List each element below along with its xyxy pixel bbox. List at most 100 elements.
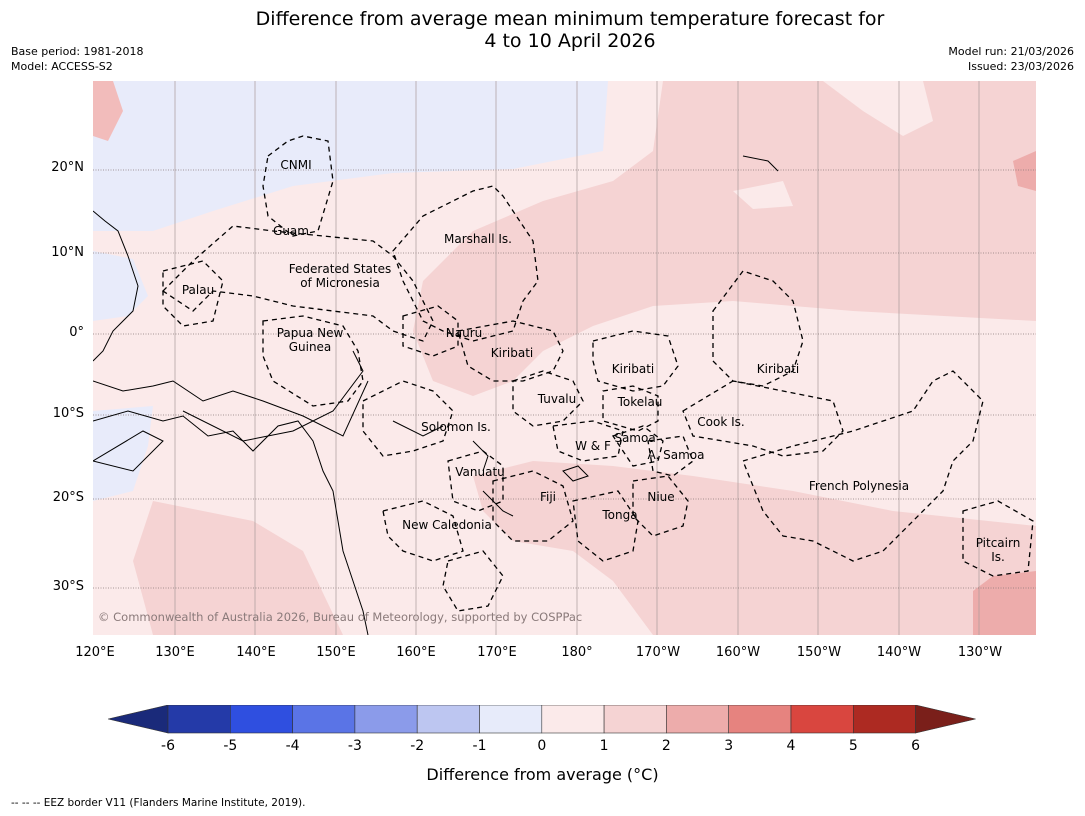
place-guam: Guam	[273, 224, 309, 238]
colorbar-under-arrow	[108, 705, 169, 734]
footnote: -- -- -- EEZ border V11 (Flanders Marine…	[11, 797, 306, 809]
colorbar-tick-label: -2	[410, 738, 425, 754]
hawaii-islands	[742, 155, 779, 172]
colorbar-tick-label: 4	[786, 738, 796, 754]
colorbar-segment	[416, 705, 480, 734]
eez-newcal	[382, 500, 464, 562]
place-marshall: Marshall Is.	[444, 232, 512, 246]
colorbar-over-arrow	[915, 705, 976, 734]
solomon-islands	[392, 420, 444, 437]
lon-label-150w: 150°W	[796, 645, 842, 660]
place-fiji: Fiji	[539, 490, 557, 504]
lat-label-0: 0°	[69, 325, 84, 340]
place-a-samoa: A. Samoa	[647, 448, 705, 462]
place-pitcairn: Pitcairn Is.	[976, 536, 1021, 564]
place-png-line2: Guinea	[288, 340, 332, 354]
place-new-caledonia: New Caledonia	[402, 518, 492, 532]
eez-french-polynesia	[742, 370, 984, 562]
colorbar-tick-label: -3	[347, 738, 362, 754]
australia-coast	[93, 410, 369, 635]
colorbar-segment	[230, 705, 293, 734]
eez-palau	[162, 260, 224, 327]
vanuatu-islands	[472, 440, 489, 472]
anomaly-2-3-nw	[93, 81, 123, 141]
place-vanuatu: Vanuatu	[455, 465, 505, 479]
colorbar-segment	[852, 705, 916, 734]
map-layers	[93, 81, 1036, 635]
eez-tonga	[572, 490, 639, 562]
place-kiribati-central: Kiribati	[611, 362, 655, 376]
model-name: Model: ACCESS-S2	[11, 60, 113, 73]
lon-label-140w: 140°W	[876, 645, 922, 660]
place-palau: Palau	[181, 283, 215, 297]
eez-a-samoa	[647, 435, 694, 477]
title-line-2: 4 to 10 April 2026	[484, 30, 656, 52]
place-fsm: Federated States of Micronesia	[289, 262, 391, 290]
place-wf: W & F	[575, 439, 611, 453]
place-kiribati-west: Kiribati	[490, 346, 534, 360]
meta-right: Model run: 21/03/2026 Issued: 23/03/2026	[948, 44, 1074, 74]
colorbar-segment	[790, 705, 854, 734]
lon-label-160e: 160°E	[396, 645, 436, 660]
colorbar-tick-label: -1	[472, 738, 487, 754]
place-pitcairn-line2: Is.	[991, 550, 1005, 564]
anomaly-cool-australia	[93, 406, 153, 501]
lon-label-120e: 120°E	[75, 645, 115, 660]
colorbar-tick-label: 0	[537, 738, 547, 754]
meta-left: Base period: 1981-2018 Model: ACCESS-S2	[11, 44, 143, 74]
eez-marshall	[392, 185, 539, 342]
place-tonga: Tonga	[602, 508, 638, 522]
colorbar-tick-label: -6	[161, 738, 175, 754]
coastlines	[93, 155, 779, 635]
colorbar-segment	[541, 705, 605, 734]
colorbar-tick-label: 3	[724, 738, 734, 754]
eez-png	[262, 315, 364, 407]
anomaly-map	[93, 81, 1036, 635]
place-fsm-line2: of Micronesia	[300, 276, 380, 290]
place-kiribati-east: Kiribati	[756, 362, 800, 376]
colorbar-tick-label: -4	[285, 738, 300, 754]
anomaly-2-3-ne	[1013, 151, 1036, 191]
place-tuvalu: Tuvalu	[537, 392, 577, 406]
anomaly-1-2-tasman	[133, 501, 343, 635]
anomaly-0-1-patch	[823, 81, 933, 136]
eez-borders	[161, 135, 1034, 612]
place-png: Papua New Guinea	[277, 326, 344, 354]
anomaly-2-3-se	[973, 571, 1036, 635]
eez-cook	[682, 380, 844, 457]
colorbar-segment	[292, 705, 356, 734]
lat-label-20s: 20°S	[52, 490, 84, 505]
place-nauru: Nauru	[445, 326, 483, 340]
eez-niue	[632, 475, 689, 537]
eez-pitcairn	[962, 500, 1034, 577]
eez-tokelau	[602, 385, 659, 432]
chart-title: Difference from average mean minimum tem…	[0, 8, 1085, 52]
colorbar-segment	[354, 705, 418, 734]
colorbar-segment	[479, 705, 543, 734]
lat-label-10n: 10°N	[51, 245, 84, 260]
eez-norfolk	[442, 550, 504, 612]
base-period: Base period: 1981-2018	[11, 45, 144, 58]
colorbar-label: Difference from average (°C)	[426, 765, 659, 784]
anomaly-1-2-north	[413, 81, 1036, 396]
place-cnmi: CNMI	[280, 158, 312, 172]
lon-label-150e: 150°E	[316, 645, 356, 660]
eez-fsm	[161, 225, 434, 342]
place-png-line1: Papua New	[276, 326, 344, 340]
colorbar-segment	[603, 705, 667, 734]
copyright-notice: © Commonwealth of Australia 2026, Bureau…	[98, 610, 583, 624]
eez-tuvalu	[512, 370, 584, 427]
colorbar-segment	[167, 705, 231, 734]
colorbar-tick-label: -5	[223, 738, 238, 754]
place-tokelau: Tokelau	[617, 395, 663, 409]
lon-label-170e: 170°E	[477, 645, 517, 660]
new-caledonia	[482, 490, 514, 517]
lon-label-160w: 160°W	[715, 645, 761, 660]
place-french-polynesia: French Polynesia	[808, 479, 910, 493]
title-line-1: Difference from average mean minimum tem…	[255, 8, 885, 30]
australia-gulf	[93, 430, 164, 472]
anomaly-0-1-small	[733, 181, 793, 209]
fiji-islands	[562, 465, 589, 482]
issued-date: Issued: 23/03/2026	[967, 60, 1074, 73]
colorbar-tick-label: 5	[848, 738, 858, 754]
